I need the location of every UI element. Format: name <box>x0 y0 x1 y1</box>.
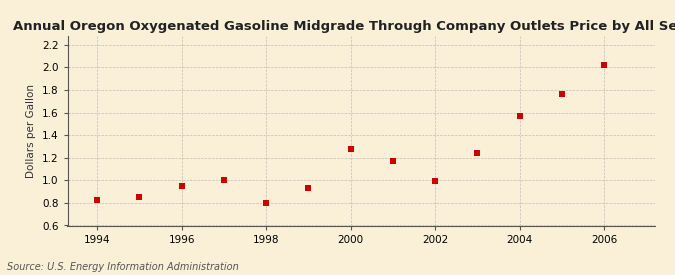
Point <box>514 114 525 118</box>
Title: Annual Oregon Oxygenated Gasoline Midgrade Through Company Outlets Price by All : Annual Oregon Oxygenated Gasoline Midgra… <box>13 20 675 33</box>
Point <box>303 186 314 190</box>
Y-axis label: Dollars per Gallon: Dollars per Gallon <box>26 84 36 178</box>
Point <box>387 159 398 163</box>
Point <box>219 178 230 183</box>
Text: Source: U.S. Energy Information Administration: Source: U.S. Energy Information Administ… <box>7 262 238 272</box>
Point <box>345 147 356 151</box>
Point <box>599 63 610 67</box>
Point <box>134 195 144 199</box>
Point <box>176 184 187 188</box>
Point <box>556 92 567 97</box>
Point <box>261 201 271 205</box>
Point <box>430 179 441 184</box>
Point <box>472 151 483 155</box>
Point <box>92 197 103 202</box>
